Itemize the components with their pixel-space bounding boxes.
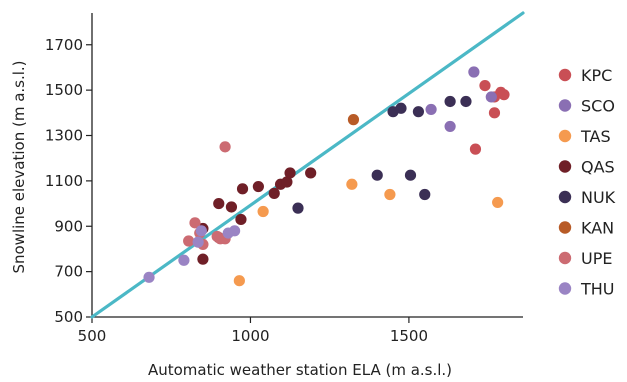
legend: KPC SCO TAS QAS NUK KAN UPE THU	[558, 66, 616, 299]
axes	[86, 13, 523, 323]
data-point-tas	[492, 196, 504, 209]
data-point-qas	[213, 197, 225, 210]
one-to-one-line	[90, 11, 525, 319]
data-point-upe	[183, 235, 195, 247]
data-point-tas	[346, 178, 358, 190]
y-tick-label: 1100	[45, 172, 83, 190]
data-point-sco	[444, 120, 456, 133]
data-point-thu	[178, 254, 190, 266]
data-point-qas	[252, 180, 264, 193]
legend-marker-sco	[558, 99, 572, 112]
y-tick-label: 700	[54, 263, 83, 281]
x-axis-title: Automatic weather station ELA (m a.s.l.)	[148, 361, 452, 379]
data-point-qas	[281, 176, 293, 188]
data-point-qas	[235, 213, 247, 226]
data-point-sco	[468, 66, 480, 78]
legend-label-nuk: NUK	[581, 188, 616, 207]
data-point-kpc	[498, 89, 510, 101]
data-point-thu	[192, 236, 204, 248]
reference-line-layer	[90, 11, 525, 319]
legend-marker-qas	[558, 160, 572, 173]
legend-marker-thu	[558, 282, 572, 295]
data-point-nuk	[371, 169, 383, 181]
x-tick-label: 1000	[231, 327, 269, 345]
data-point-qas	[225, 201, 238, 213]
data-point-nuk	[412, 106, 425, 118]
y-tick-label: 1300	[45, 127, 83, 145]
y-tick-label: 1700	[45, 36, 83, 54]
data-point-qas	[284, 167, 296, 179]
data-point-thu	[143, 271, 155, 283]
data-point-thu	[222, 227, 234, 239]
y-tick-label: 1500	[45, 81, 83, 99]
data-point-thu	[195, 225, 207, 237]
data-point-tas	[257, 205, 269, 218]
data-point-qas	[197, 253, 209, 265]
data-point-tas	[384, 188, 396, 201]
legend-marker-kan	[558, 221, 572, 234]
data-point-nuk	[292, 202, 304, 214]
legend-marker-upe	[558, 251, 572, 265]
data-point-kan	[347, 114, 360, 126]
data-point-tas	[233, 275, 245, 287]
tick-labels: 500 700 900 1100 1300 1500 1700 500 1000 1500	[45, 36, 428, 345]
legend-label-kpc: KPC	[581, 66, 612, 85]
y-tick-label: 500	[54, 308, 83, 326]
data-point-upe	[219, 141, 231, 153]
y-axis-title: Snowline elevation (m a.s.l.)	[10, 60, 28, 273]
legend-marker-tas	[558, 129, 572, 143]
legend-label-upe: UPE	[581, 249, 612, 268]
data-point-nuk	[404, 169, 417, 181]
legend-marker-kpc	[558, 68, 572, 82]
data-point-upe	[189, 217, 201, 229]
legend-label-kan: KAN	[581, 219, 614, 238]
data-point-qas	[305, 167, 317, 179]
data-point-nuk	[460, 95, 472, 108]
data-point-qas	[236, 183, 249, 195]
legend-label-sco: SCO	[581, 97, 615, 116]
legend-label-qas: QAS	[581, 158, 615, 177]
legend-label-thu: THU	[580, 280, 615, 299]
x-tick-label: 500	[78, 327, 107, 345]
x-tick-label: 1500	[390, 327, 428, 345]
data-point-nuk	[444, 95, 456, 108]
data-point-kpc	[488, 107, 501, 119]
data-point-kpc	[479, 79, 491, 92]
data-point-sco	[485, 91, 497, 103]
data-points	[143, 66, 510, 287]
data-point-nuk	[419, 188, 431, 201]
legend-marker-nuk	[558, 190, 572, 204]
data-point-sco	[425, 103, 437, 116]
data-point-qas	[268, 187, 280, 199]
legend-label-tas: TAS	[580, 127, 611, 146]
data-point-nuk	[395, 102, 407, 114]
y-tick-label: 900	[54, 217, 83, 235]
data-point-kpc	[469, 143, 482, 155]
